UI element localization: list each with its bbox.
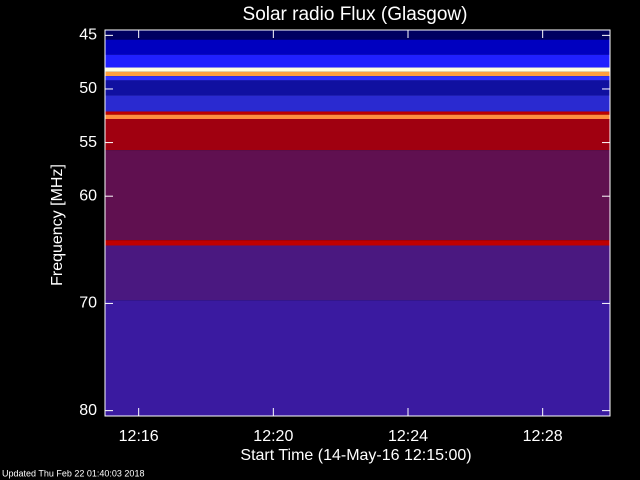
y-tick-label: 45	[79, 27, 97, 44]
footer: Updated Thu Feb 22 01:40:03 2018	[2, 468, 144, 478]
y-tick-label: 80	[79, 402, 97, 419]
band	[105, 240, 610, 246]
x-tick-label: 12:16	[119, 428, 159, 445]
y-axis-label: Frequency [MHz]	[49, 164, 66, 286]
y-tick-label: 55	[79, 134, 97, 151]
band	[105, 30, 610, 40]
y-tick-label: 60	[79, 187, 97, 204]
chart-title: Solar radio Flux (Glasgow)	[243, 4, 468, 25]
band	[105, 111, 610, 115]
x-tick-label: 12:28	[523, 428, 563, 445]
band	[105, 71, 610, 77]
band	[105, 300, 610, 416]
x-tick-label: 12:20	[253, 428, 293, 445]
band	[105, 67, 610, 72]
band	[105, 80, 610, 96]
band	[105, 76, 610, 81]
band	[105, 118, 610, 151]
band	[105, 95, 610, 112]
band	[105, 39, 610, 55]
y-tick-label: 50	[79, 80, 97, 97]
x-tick-label: 12:24	[388, 428, 428, 445]
band	[105, 114, 610, 119]
x-axis-label: Start Time (14-May-16 12:15:00)	[240, 447, 471, 464]
plot-frame	[104, 29, 611, 417]
band	[105, 245, 610, 301]
band	[105, 54, 610, 68]
y-tick-label: 70	[79, 295, 97, 312]
band	[105, 150, 610, 241]
